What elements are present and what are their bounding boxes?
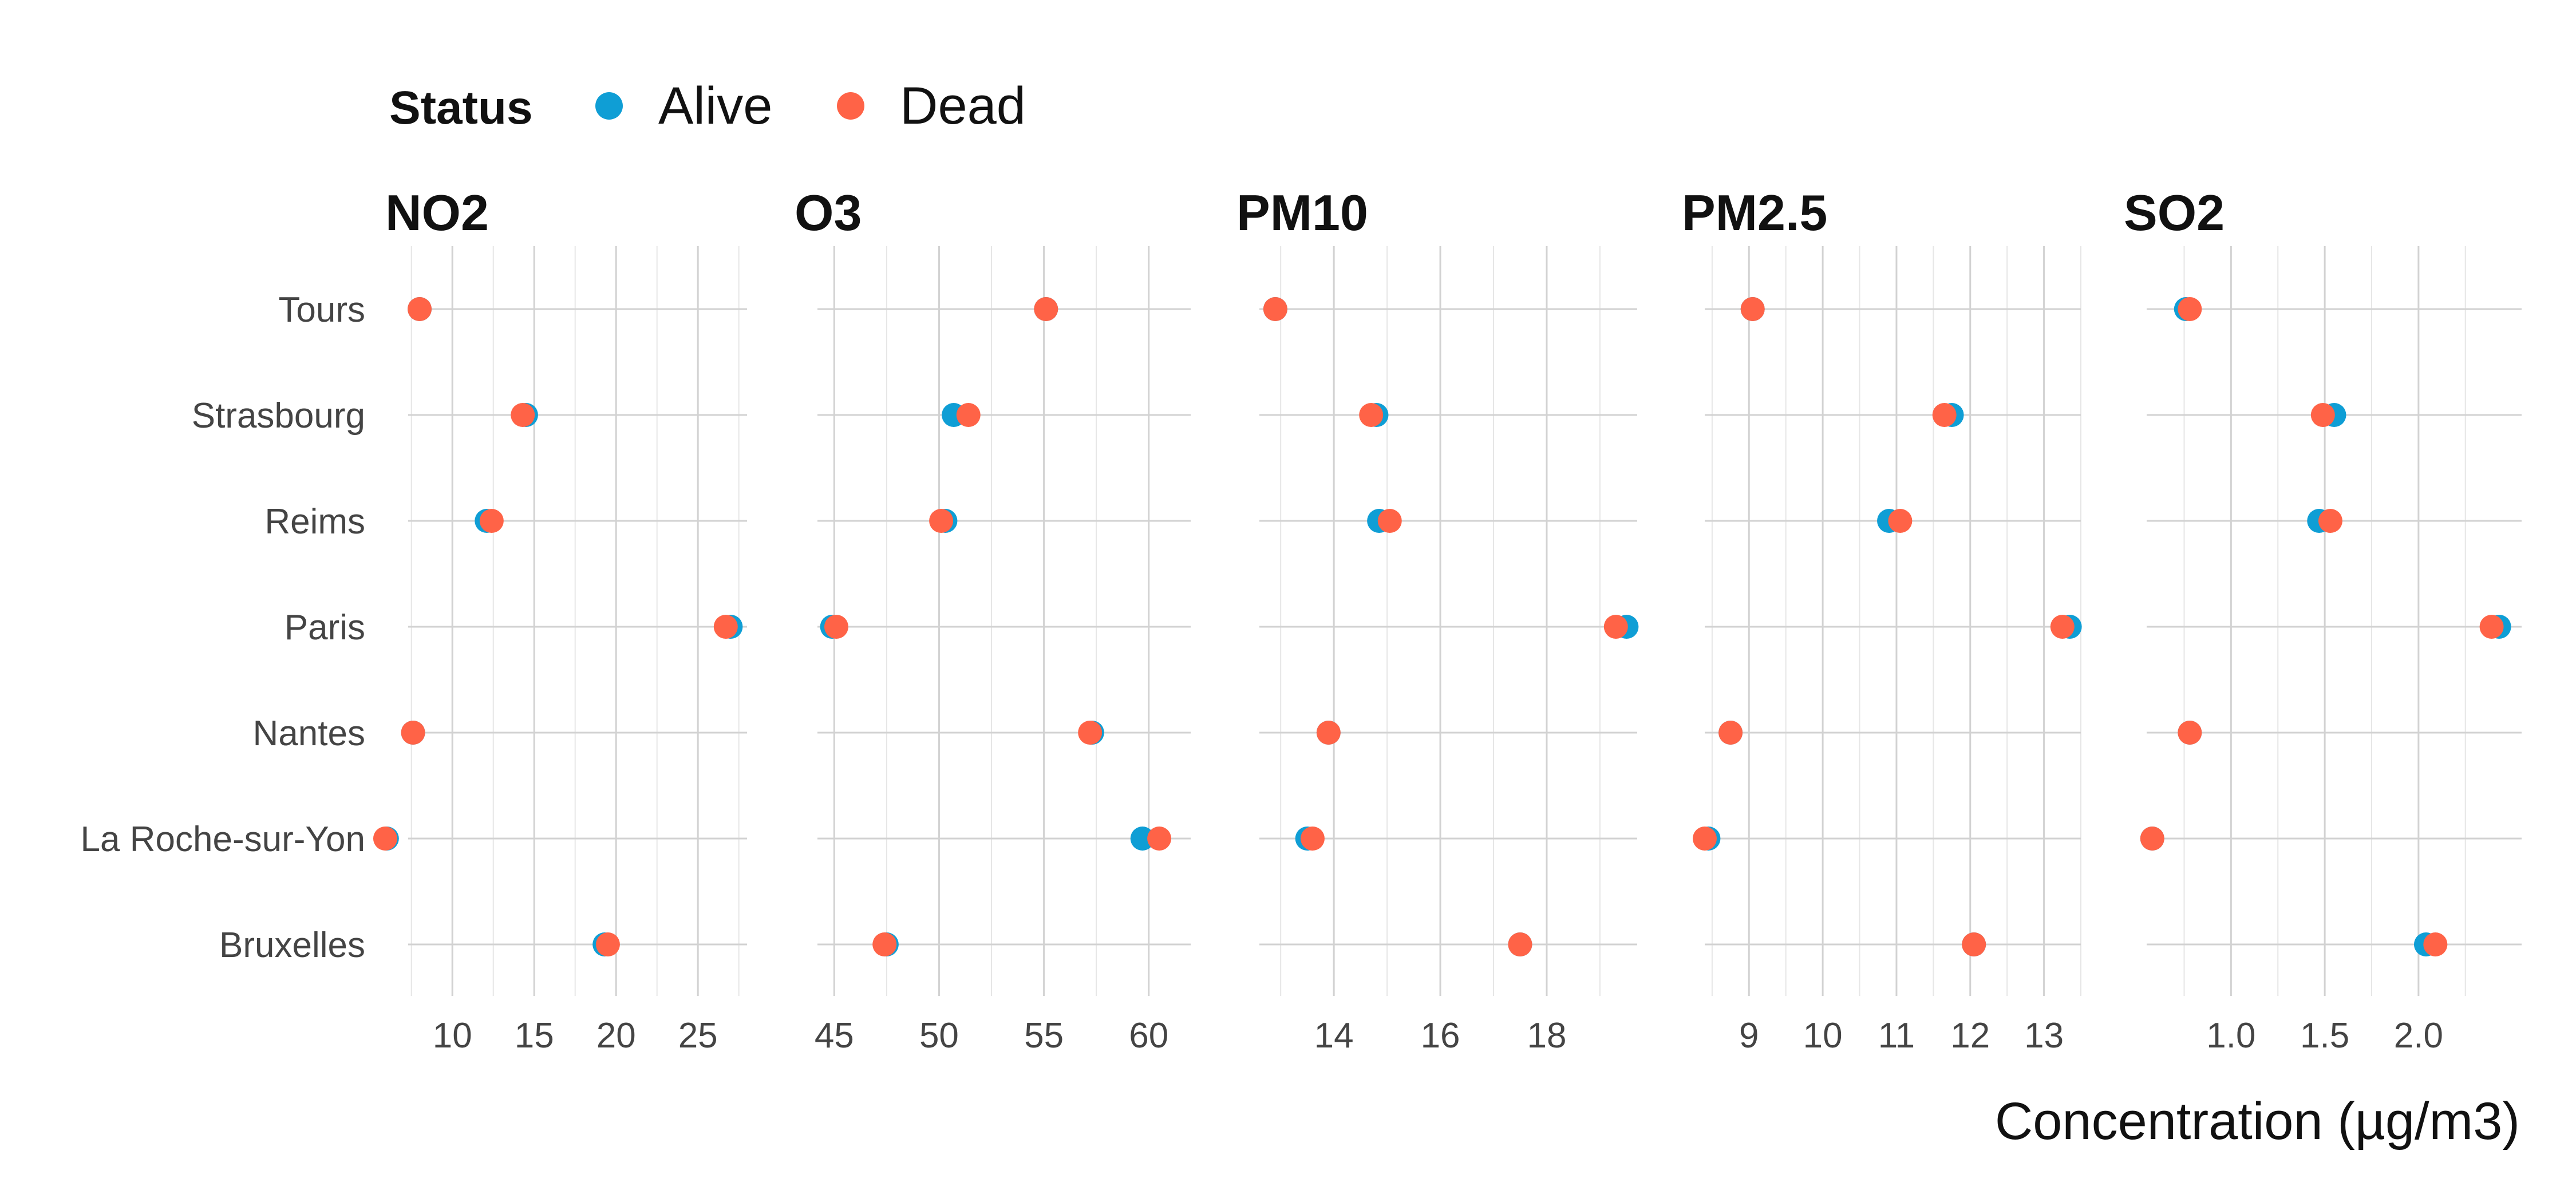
category-label-strasbourg: Strasbourg <box>192 396 365 436</box>
panel-title-o3: O3 <box>795 184 862 241</box>
panel-so2: SO2 1.0 1.5 2.0 <box>2124 184 2522 1055</box>
panel-title-no2: NO2 <box>385 184 489 241</box>
x-tick-label: 9 <box>1739 1016 1759 1055</box>
x-tick-label: 60 <box>1129 1016 1168 1055</box>
point-o3-reims-dead <box>929 509 954 533</box>
panel-o3: O3 45 50 55 60 <box>795 184 1191 1055</box>
x-tick-label: 16 <box>1421 1016 1460 1055</box>
x-tick-label: 1.0 <box>2206 1016 2255 1055</box>
point-no2-tours-dead <box>408 297 432 321</box>
category-label-la-roche-sur-yon: La Roche-sur-Yon <box>81 820 365 859</box>
x-tick-label: 25 <box>678 1016 718 1055</box>
point-no2-strasbourg-dead <box>511 403 535 427</box>
x-tick-label: 18 <box>1527 1016 1566 1055</box>
legend-key-alive <box>595 92 623 120</box>
legend-key-dead <box>837 92 864 120</box>
legend-entries: Alive Dead <box>595 77 1026 135</box>
x-tick-label: 10 <box>433 1016 472 1055</box>
point-so2-la-roche-sur-yon-dead <box>2140 827 2164 851</box>
category-labels: Tours Strasbourg Reims Paris Nantes La Roche-… <box>81 290 365 965</box>
point-pm2-5-bruxelles-dead <box>1962 932 1986 956</box>
point-pm2-5-tours-dead <box>1740 297 1765 321</box>
legend-label-alive: Alive <box>658 77 772 135</box>
point-o3-nantes-dead <box>1078 721 1103 745</box>
x-tick-label: 10 <box>1803 1016 1843 1055</box>
point-so2-bruxelles-dead <box>2423 932 2448 956</box>
category-label-bruxelles: Bruxelles <box>219 926 365 965</box>
point-so2-tours-dead <box>2178 297 2202 321</box>
legend: Status Alive Dead <box>389 77 1026 135</box>
point-pm10-tours-dead <box>1263 297 1287 321</box>
x-tick-label: 1.5 <box>2300 1016 2349 1055</box>
x-tick-label: 11 <box>1878 1016 1915 1055</box>
category-label-tours: Tours <box>278 290 365 330</box>
point-so2-paris-dead <box>2479 615 2504 639</box>
panel-title-so2: SO2 <box>2124 184 2225 241</box>
point-pm2-5-strasbourg-dead <box>1932 403 1957 427</box>
point-pm10-la-roche-sur-yon-dead <box>1300 827 1325 851</box>
point-pm10-paris-dead <box>1603 615 1628 639</box>
point-o3-strasbourg-dead <box>956 403 981 427</box>
x-tick-label: 13 <box>2024 1016 2064 1055</box>
category-label-paris: Paris <box>285 608 365 647</box>
point-o3-la-roche-sur-yon-alive <box>1130 827 1155 851</box>
point-so2-reims-dead <box>2318 509 2342 533</box>
category-label-reims: Reims <box>264 502 365 541</box>
x-tick-label: 20 <box>596 1016 636 1055</box>
point-pm10-bruxelles-dead <box>1508 932 1532 956</box>
point-no2-paris-dead <box>713 615 738 639</box>
x-tick-label: 15 <box>515 1016 554 1055</box>
point-no2-reims-dead <box>479 509 504 533</box>
category-label-nantes: Nantes <box>253 714 365 753</box>
point-pm10-reims-dead <box>1377 509 1402 533</box>
point-o3-la-roche-sur-yon-dead <box>1147 827 1172 851</box>
panel-pm10: PM10 14 16 18 <box>1236 184 1639 1055</box>
point-no2-nantes-dead <box>401 721 425 745</box>
point-so2-nantes-dead <box>2178 721 2202 745</box>
point-pm2-5-reims-dead <box>1888 509 1913 533</box>
x-tick-label: 2.0 <box>2394 1016 2443 1055</box>
x-axis-title: Concentration (µg/m3) <box>1995 1092 2520 1150</box>
x-tick-label: 45 <box>815 1016 854 1055</box>
point-o3-tours-dead <box>1034 297 1058 321</box>
point-pm10-nantes-dead <box>1316 721 1341 745</box>
point-pm2-5-nantes-dead <box>1718 721 1743 745</box>
point-pm2-5-la-roche-sur-yon-dead <box>1693 827 1717 851</box>
point-no2-la-roche-sur-yon-dead <box>373 827 397 851</box>
panel-title-pm2-5: PM2.5 <box>1682 184 1827 241</box>
point-pm10-strasbourg-dead <box>1359 403 1384 427</box>
panel-title-pm10: PM10 <box>1236 184 1368 241</box>
point-o3-bruxelles-dead <box>872 932 897 956</box>
point-so2-strasbourg-dead <box>2310 403 2335 427</box>
legend-label-dead: Dead <box>900 77 1026 135</box>
x-tick-label: 12 <box>1950 1016 1990 1055</box>
facet-panels: NO2 10 15 20 25 O3 45 50 55 60 PM10 14 16 18 PM2.5 9 10 1… <box>373 184 2522 1055</box>
point-o3-paris-dead <box>824 615 848 639</box>
panel-pm2-5: PM2.5 9 10 11 12 13 <box>1682 184 2082 1055</box>
x-tick-label: 14 <box>1314 1016 1354 1055</box>
x-tick-label: 55 <box>1024 1016 1064 1055</box>
legend-title: Status <box>389 82 533 134</box>
x-tick-label: 50 <box>919 1016 959 1055</box>
point-pm2-5-paris-dead <box>2050 615 2075 639</box>
point-no2-bruxelles-dead <box>595 932 620 956</box>
panel-no2: NO2 10 15 20 25 <box>373 184 747 1055</box>
